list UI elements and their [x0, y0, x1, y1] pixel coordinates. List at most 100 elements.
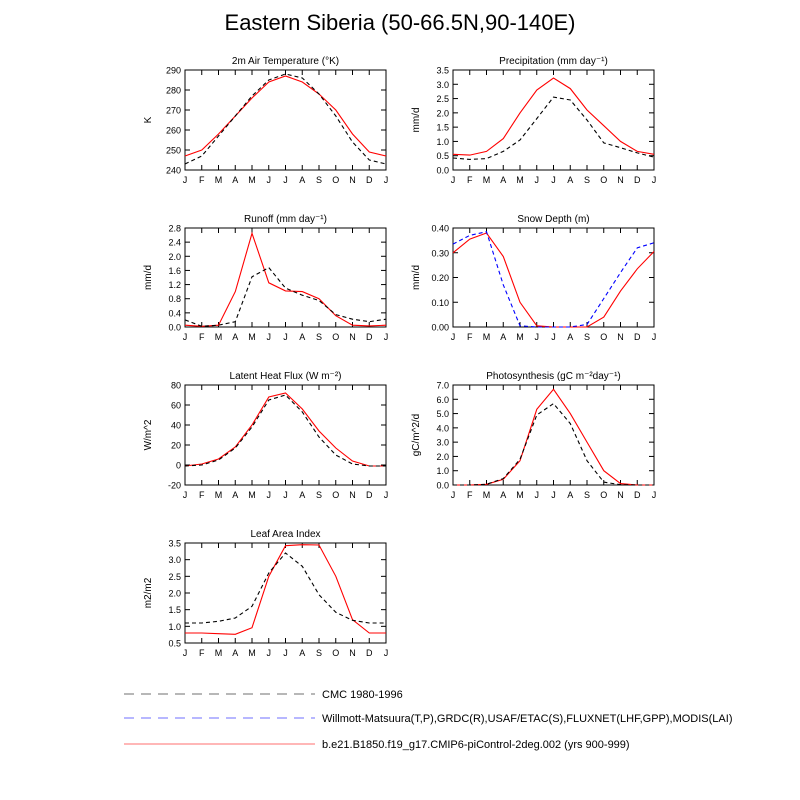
- x-tick-label: J: [535, 490, 540, 500]
- x-tick-label: M: [483, 175, 491, 185]
- y-tick-label: 0.8: [168, 294, 181, 304]
- x-tick-label: J: [267, 648, 272, 658]
- y-axis-label: mm/d: [411, 108, 422, 133]
- x-tick-label: O: [332, 175, 339, 185]
- figure-title: Eastern Siberia (50-66.5N,90-140E): [224, 10, 576, 35]
- y-axis-label: mm/d: [143, 265, 154, 290]
- x-tick-label: N: [617, 490, 624, 500]
- chart-panel-0: 2m Air Temperature (°K)KJ F M A M J J A S O N D J240…: [143, 56, 388, 185]
- x-tick-label: O: [332, 332, 339, 342]
- x-tick-label: J: [183, 490, 188, 500]
- x-tick-label: J: [267, 490, 272, 500]
- y-tick-label: 2.0: [168, 252, 181, 262]
- x-tick-label: J: [551, 490, 556, 500]
- x-tick-label: J: [551, 332, 556, 342]
- y-tick-label: 6.0: [436, 395, 449, 405]
- x-tick-label: J: [384, 490, 389, 500]
- x-tick-label: A: [500, 490, 506, 500]
- chart-panel-3: Snow Depth (m)mm/dJ F M A M J J A S O N D J0.000.100…: [411, 214, 656, 342]
- series-line-0: [184, 75, 387, 157]
- x-tick-label: A: [567, 490, 573, 500]
- x-tick-label: N: [349, 175, 356, 185]
- chart-panel-4: Latent Heat Flux (W m⁻²)W/m^2J F M A M J J A S O N…: [143, 371, 388, 500]
- plot-frame: [184, 69, 387, 171]
- series-line-1: [184, 266, 387, 327]
- y-tick-label: 7.0: [436, 381, 449, 391]
- x-tick-label: M: [483, 490, 491, 500]
- plot-frame: [184, 227, 387, 328]
- series-line-0: [453, 388, 654, 486]
- x-tick-label: S: [316, 332, 322, 342]
- x-tick-label: D: [366, 490, 373, 500]
- x-tick-label: J: [283, 648, 288, 658]
- x-tick-label: M: [215, 175, 223, 185]
- series-line-0: [452, 77, 655, 156]
- series-line-0: [184, 231, 387, 327]
- x-tick-label: N: [349, 332, 356, 342]
- x-tick-label: M: [516, 175, 524, 185]
- x-tick-label: A: [232, 332, 238, 342]
- x-tick-label: J: [283, 332, 288, 342]
- y-tick-label: 0.5: [168, 639, 181, 649]
- y-tick-label: 3.0: [168, 555, 181, 565]
- x-tick-label: D: [366, 648, 373, 658]
- y-tick-label: 3.0: [436, 438, 449, 448]
- x-tick-label: S: [584, 175, 590, 185]
- series-line-1: [185, 552, 386, 624]
- y-axis-label: gC/m^2/d: [411, 414, 422, 457]
- y-tick-label: -20: [168, 481, 181, 491]
- y-tick-label: 250: [166, 146, 181, 156]
- y-tick-label: 0.10: [431, 298, 449, 308]
- series-line-1: [184, 73, 387, 165]
- x-tick-label: F: [199, 648, 205, 658]
- x-tick-label: A: [232, 648, 238, 658]
- panel-title: Precipitation (mm day⁻¹): [499, 56, 608, 67]
- x-tick-label: M: [215, 332, 223, 342]
- y-tick-label: 1.5: [168, 605, 181, 615]
- y-tick-label: 2.5: [436, 94, 449, 104]
- x-tick-label: J: [283, 175, 288, 185]
- panel-title: Photosynthesis (gC m⁻²day⁻¹): [486, 371, 621, 382]
- y-tick-label: 0.40: [431, 224, 449, 234]
- x-tick-label: M: [248, 175, 256, 185]
- y-tick-label: 2.8: [168, 224, 181, 234]
- y-tick-label: 3.0: [436, 80, 449, 90]
- x-tick-label: F: [199, 490, 205, 500]
- y-tick-label: 1.6: [168, 266, 181, 276]
- chart-panel-5: Photosynthesis (gC m⁻²day⁻¹)gC/m^2/dJ F M A…: [411, 371, 656, 500]
- series-line-0: [452, 232, 655, 328]
- y-tick-label: 0.0: [168, 323, 181, 333]
- y-tick-label: 1.2: [168, 280, 181, 290]
- x-tick-label: D: [366, 332, 373, 342]
- x-tick-label: O: [600, 175, 607, 185]
- y-tick-label: 0.0: [436, 481, 449, 491]
- x-tick-label: J: [267, 332, 272, 342]
- y-tick-label: 3.5: [168, 539, 181, 549]
- y-axis-label: mm/d: [411, 265, 422, 290]
- y-tick-label: 1.0: [436, 466, 449, 476]
- x-tick-label: J: [652, 332, 657, 342]
- y-tick-label: 0.5: [436, 151, 449, 161]
- x-tick-label: F: [467, 175, 473, 185]
- x-tick-label: M: [248, 648, 256, 658]
- x-tick-label: S: [584, 490, 590, 500]
- y-tick-label: 2.0: [436, 108, 449, 118]
- x-tick-label: J: [384, 332, 389, 342]
- x-tick-label: N: [617, 332, 624, 342]
- y-tick-label: 0.30: [431, 248, 449, 258]
- x-tick-label: M: [483, 332, 491, 342]
- panel-title: Latent Heat Flux (W m⁻²): [230, 371, 342, 382]
- x-tick-label: J: [183, 648, 188, 658]
- x-tick-label: J: [267, 175, 272, 185]
- x-tick-label: J: [451, 490, 456, 500]
- x-tick-label: D: [634, 490, 641, 500]
- chart-panel-1: Precipitation (mm day⁻¹)mm/dJ F M A M J J A S O N D…: [411, 56, 656, 185]
- x-tick-label: A: [299, 648, 305, 658]
- series-line-1: [452, 96, 655, 160]
- x-tick-label: A: [567, 332, 573, 342]
- x-tick-label: A: [299, 332, 305, 342]
- x-tick-label: N: [349, 648, 356, 658]
- x-tick-label: A: [232, 490, 238, 500]
